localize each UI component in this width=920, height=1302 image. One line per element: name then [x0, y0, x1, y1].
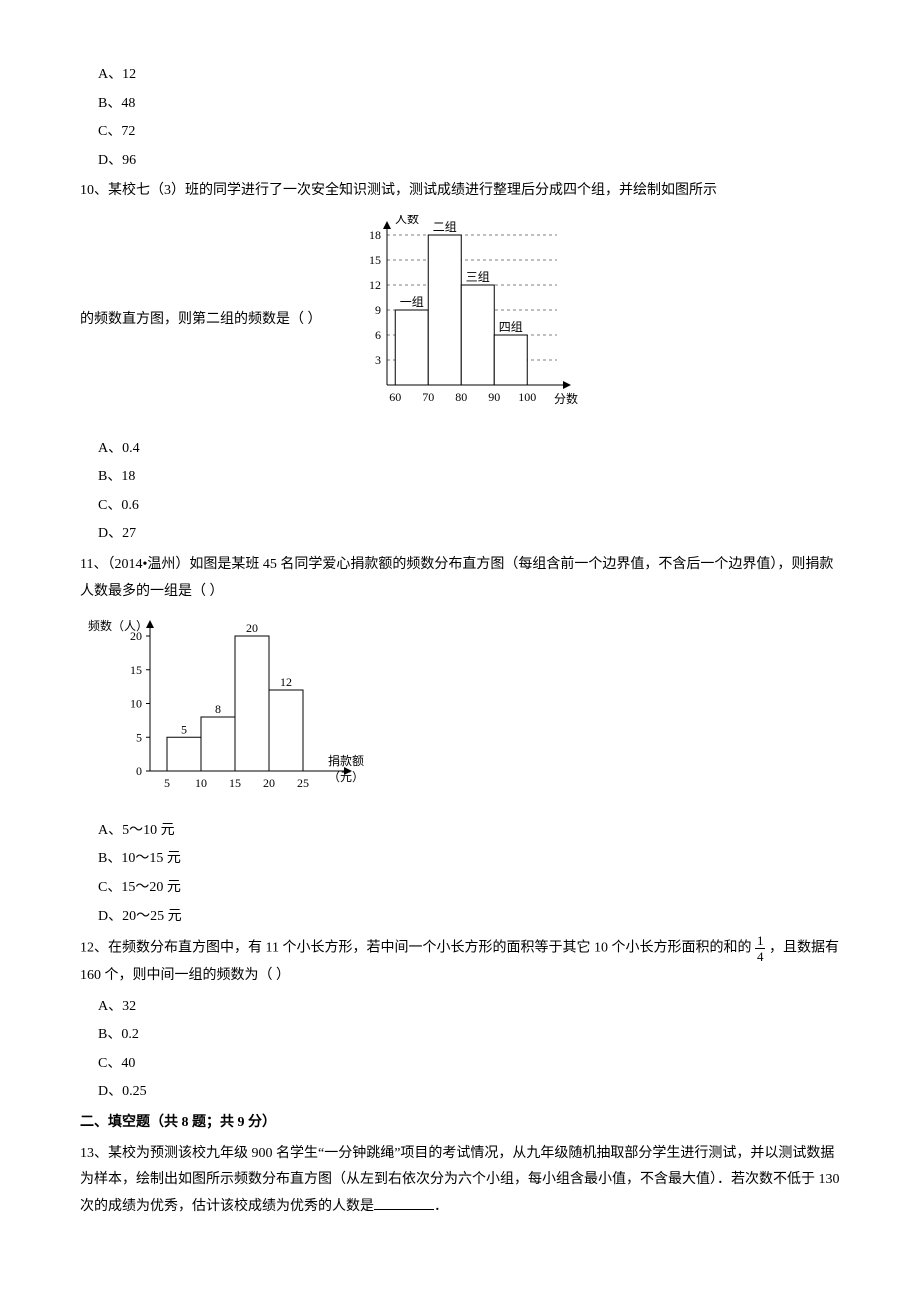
svg-text:12: 12 [280, 675, 292, 689]
q9-option-a-text: A、12 [98, 67, 136, 82]
svg-text:90: 90 [488, 390, 500, 404]
svg-text:一组: 一组 [399, 295, 423, 309]
svg-text:5: 5 [136, 730, 142, 744]
section-2-header: 二、填空题（共 8 题；共 9 分） [80, 1110, 840, 1137]
svg-text:15: 15 [369, 253, 381, 267]
q12-option-c-text: C、40 [98, 1056, 135, 1071]
q10-stem2-text: 的频数直方图，则第二组的频数是（ ） [80, 307, 322, 334]
q10-stem-line1: 10、某校七（3）班的同学进行了一次安全知识测试，测试成绩进行整理后分成四个组，… [80, 178, 840, 205]
svg-text:（元）: （元） [328, 770, 364, 784]
q10-chart-svg: 3 6 9 12 15 18 60 70 80 90 100 一组 二组三组四组 人数分数 [342, 215, 602, 415]
svg-text:9: 9 [375, 303, 381, 317]
q11-chart: 05101520510152025582012频数（人）捐款额（元） [80, 611, 840, 812]
q12-frac-num: 1 [755, 934, 766, 949]
svg-text:18: 18 [369, 228, 381, 242]
q13-stem-text: 13、某校为预测该校九年级 900 名学生“一分钟跳绳”项目的考试情况，从九年级… [80, 1146, 840, 1214]
q10-chart: 3 6 9 12 15 18 60 70 80 90 100 一组 二组三组四组 人数分数 [342, 215, 602, 426]
q13-stem: 13、某校为预测该校九年级 900 名学生“一分钟跳绳”项目的考试情况，从九年级… [80, 1141, 840, 1221]
q12-option-d: D、0.25 [80, 1079, 840, 1106]
q12-option-d-text: D、0.25 [98, 1084, 147, 1099]
q9-option-a: A、12 [80, 62, 840, 89]
q10-stem1-text: 10、某校七（3）班的同学进行了一次安全知识测试，测试成绩进行整理后分成四个组，… [80, 183, 717, 198]
q10-option-c-text: C、0.6 [98, 498, 139, 513]
q12-option-b: B、0.2 [80, 1022, 840, 1049]
q9-option-d: D、96 [80, 148, 840, 175]
q10-option-b: B、18 [80, 464, 840, 491]
q11-option-c-text: C、15～20 元 [98, 880, 181, 895]
q12-option-c: C、40 [80, 1051, 840, 1078]
svg-text:100: 100 [518, 390, 536, 404]
q11-option-d-text: D、20～25 元 [98, 909, 182, 924]
q12-stem-part1: 12、在频数分布直方图中，有 11 个小长方形，若中间一个小长方形的面积等于其它… [80, 941, 751, 956]
q10-row: 的频数直方图，则第二组的频数是（ ） 3 6 9 12 15 18 60 70 80 90 100 一… [80, 209, 840, 432]
q9-option-c-text: C、72 [98, 124, 135, 139]
q10-option-d-text: D、27 [98, 526, 136, 541]
q11-option-a: A、5～10 元 [80, 818, 840, 845]
q11-option-a-text: A、5～10 元 [98, 823, 175, 838]
q12-option-b-text: B、0.2 [98, 1027, 139, 1042]
q11-option-c: C、15～20 元 [80, 875, 840, 902]
svg-text:捐款额: 捐款额 [328, 754, 364, 768]
svg-text:6: 6 [375, 328, 381, 342]
q10-option-a: A、0.4 [80, 436, 840, 463]
q11-option-b: B、10～15 元 [80, 846, 840, 873]
svg-text:0: 0 [136, 764, 142, 778]
svg-text:12: 12 [369, 278, 381, 292]
q13-blank [374, 1195, 434, 1210]
svg-text:3: 3 [375, 353, 381, 367]
q9-option-d-text: D、96 [98, 153, 136, 168]
svg-text:人数: 人数 [395, 215, 419, 226]
q10-option-d: D、27 [80, 521, 840, 548]
q9-option-b-text: B、48 [98, 96, 135, 111]
svg-text:25: 25 [297, 776, 309, 790]
q11-stem: 11、（2014•温州）如图是某班 45 名同学爱心捐款额的频数分布直方图（每组… [80, 552, 840, 605]
svg-text:70: 70 [422, 390, 434, 404]
svg-text:分数: 分数 [554, 391, 578, 406]
svg-text:5: 5 [181, 722, 187, 736]
q11-chart-svg: 05101520510152025582012频数（人）捐款额（元） [80, 611, 400, 801]
q12-option-a: A、32 [80, 994, 840, 1021]
q13-suffix: ． [434, 1199, 448, 1214]
svg-text:60: 60 [389, 390, 401, 404]
q9-option-b: B、48 [80, 91, 840, 118]
q12-stem: 12、在频数分布直方图中，有 11 个小长方形，若中间一个小长方形的面积等于其它… [80, 934, 840, 990]
q10-option-b-text: B、18 [98, 469, 135, 484]
svg-text:20: 20 [263, 776, 275, 790]
svg-text:二组: 二组 [432, 220, 456, 234]
svg-text:20: 20 [246, 621, 258, 635]
svg-text:三组: 三组 [465, 270, 489, 284]
q9-option-c: C、72 [80, 119, 840, 146]
q12-frac-den: 4 [755, 949, 766, 963]
q12-fraction: 1 4 [755, 934, 766, 963]
q11-stem-text: 11、（2014•温州）如图是某班 45 名同学爱心捐款额的频数分布直方图（每组… [80, 557, 833, 599]
svg-text:四组: 四组 [498, 320, 522, 334]
svg-text:15: 15 [229, 776, 241, 790]
svg-text:10: 10 [195, 776, 207, 790]
q10-option-c: C、0.6 [80, 493, 840, 520]
svg-text:80: 80 [455, 390, 467, 404]
svg-text:5: 5 [164, 776, 170, 790]
q10-option-a-text: A、0.4 [98, 441, 140, 456]
svg-text:10: 10 [130, 697, 142, 711]
svg-text:频数（人）: 频数（人） [88, 618, 148, 633]
svg-text:15: 15 [130, 663, 142, 677]
q11-option-d: D、20～25 元 [80, 904, 840, 931]
svg-text:8: 8 [215, 702, 221, 716]
q12-option-a-text: A、32 [98, 999, 136, 1014]
q11-option-b-text: B、10～15 元 [98, 851, 181, 866]
section-2-header-text: 二、填空题（共 8 题；共 9 分） [80, 1115, 276, 1130]
